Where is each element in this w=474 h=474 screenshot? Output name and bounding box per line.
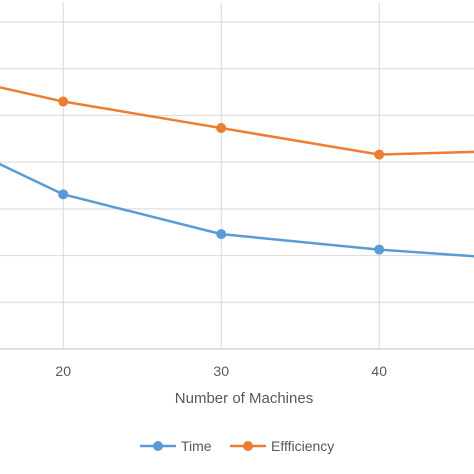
gridlines [0,2,474,349]
data-point [216,123,227,134]
series-line-1 [0,86,474,156]
x-axis-title: Number of Machines [175,390,313,407]
x-tick-label: 20 [55,363,71,379]
legend-item: Effficiency [230,438,334,454]
legend: Time Effficiency [140,438,334,454]
data-point [374,244,385,255]
x-tick-label: 40 [371,363,387,379]
legend-label: Effficiency [271,438,334,454]
data-point [216,229,227,240]
legend-label: Time [181,438,212,454]
x-tick-label: 30 [213,363,229,379]
x-tick-labels: 20 30 40 [55,363,387,379]
legend-swatch-marker [153,441,163,451]
series-points [58,96,385,255]
series-lines [0,86,474,258]
data-point [58,96,69,107]
series-line-0 [0,162,474,258]
legend-swatch-marker [243,441,253,451]
legend-item: Time [140,438,212,454]
data-point [374,149,385,160]
data-point [58,189,69,200]
